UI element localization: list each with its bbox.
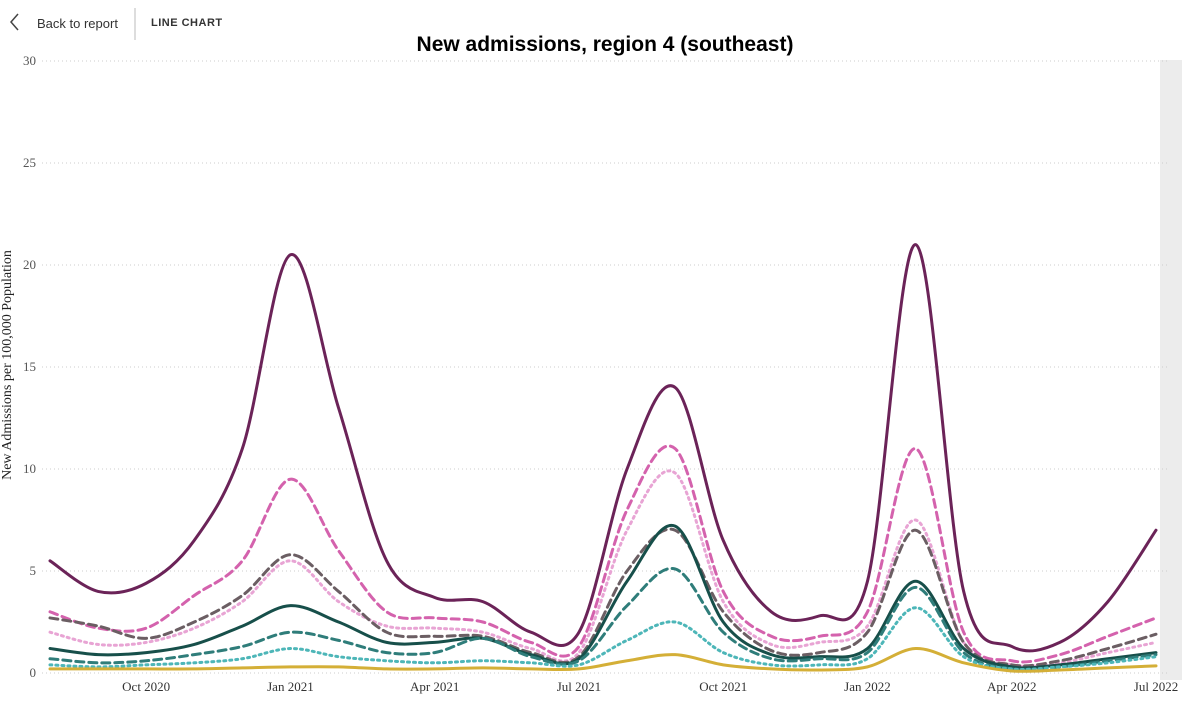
series-line: [48, 567, 1158, 672]
y-tick-label: 20: [23, 257, 36, 272]
plot: 0 5 10 15 20 25 30 Oct 2020 Jan 2021 Apr 2021 Jul …: [23, 53, 1178, 694]
y-tick-label: 10: [23, 461, 36, 476]
y-tick-label: 15: [23, 359, 36, 374]
scroll-band: [1160, 60, 1182, 680]
x-tick-label: Jan 2021: [267, 679, 314, 694]
y-tick-label: 30: [23, 53, 36, 68]
x-tick-label: Apr 2021: [410, 679, 459, 694]
back-link[interactable]: Back to report: [37, 16, 118, 31]
x-tick-label: Jan 2022: [844, 679, 891, 694]
chart-title: New admissions, region 4 (southeast): [417, 33, 794, 56]
back-icon[interactable]: [10, 13, 19, 31]
y-tick-label: 5: [30, 563, 37, 578]
x-tick-label: Oct 2020: [122, 679, 170, 694]
y-axis-label: New Admissions per 100,000 Population: [0, 250, 15, 480]
series-line: [48, 647, 1158, 673]
series-line: [48, 243, 1158, 653]
x-tick-label: Oct 2021: [699, 679, 747, 694]
series-line: [48, 469, 1158, 668]
view-label: LINE CHART: [151, 17, 223, 29]
series-line: [48, 444, 1158, 664]
x-tick-label: Jul 2022: [1134, 679, 1178, 694]
series-line: [48, 527, 1158, 668]
x-tick-label: Jul 2021: [557, 679, 601, 694]
y-tick-label: 25: [23, 155, 36, 170]
y-tick-label: 0: [30, 665, 37, 680]
series-line: [48, 606, 1158, 671]
series-line: [48, 523, 1158, 670]
x-tick-label: Apr 2022: [987, 679, 1036, 694]
